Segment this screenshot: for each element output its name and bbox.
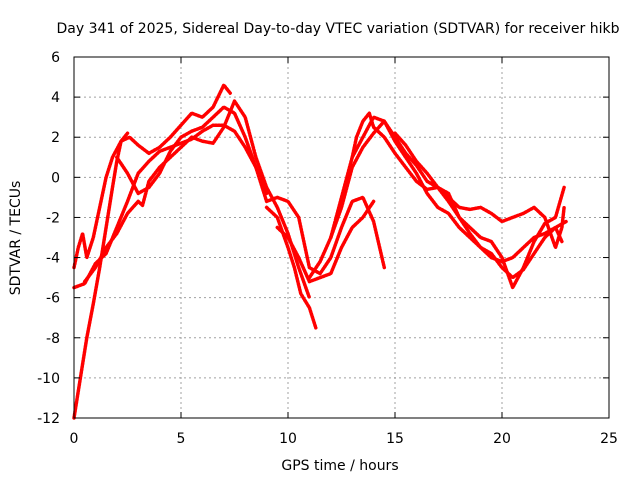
series-line-pass-1 [72, 131, 130, 420]
series-pass-10 [350, 111, 566, 290]
series-pass-9 [329, 115, 568, 264]
x-tick-label: 25 [600, 431, 618, 447]
series-core-pass-7 [276, 200, 375, 283]
y-tick-label: 2 [51, 130, 60, 146]
x-tick-label: 15 [386, 431, 404, 447]
axis-ticks [73, 56, 610, 419]
series-core-pass-3 [73, 124, 268, 289]
x-tick-label: 5 [177, 431, 186, 447]
x-tick-label: 10 [279, 431, 297, 447]
series-line-pass-8 [307, 119, 564, 280]
series-core-pass-2 [73, 84, 231, 269]
y-tick-label: -4 [46, 251, 60, 267]
y-tick-label: 4 [51, 90, 60, 106]
series-line-pass-7 [275, 199, 376, 284]
series-pass-11 [393, 131, 566, 250]
y-axis-label: SDTVAR / TECUs [8, 181, 24, 296]
y-tick-label: 6 [51, 50, 60, 66]
series-core-pass-4 [83, 100, 311, 299]
chart-title: Day 341 of 2025, Sidereal Day-to-day VTE… [57, 21, 620, 37]
series-core-pass-6 [265, 206, 317, 329]
plot-frame [73, 56, 610, 419]
y-tick-label: -6 [46, 291, 60, 307]
series-core-pass-1 [73, 132, 129, 419]
y-tick-label: -10 [37, 371, 60, 387]
y-tick-label: -2 [46, 210, 60, 226]
series-pass-7 [275, 199, 376, 284]
series-pass-2 [72, 83, 232, 270]
series-pass-8 [307, 119, 564, 280]
y-tick-labels: -12 -10 -8 -6 -4 -2 0 2 4 6 [37, 50, 60, 427]
y-tick-label: -12 [37, 411, 60, 427]
x-tick-labels: 0 5 10 15 20 25 [70, 431, 618, 447]
series-pass-6 [264, 205, 318, 330]
series-core-pass-10 [351, 112, 565, 289]
x-tick-label: 0 [70, 431, 79, 447]
y-tick-label: 0 [51, 170, 60, 186]
series-core-pass-5 [116, 106, 386, 275]
series-pass-1 [72, 131, 130, 420]
series-core-pass-11 [394, 132, 565, 249]
x-axis-label: GPS time / hours [281, 458, 398, 474]
x-tick-label: 20 [493, 431, 511, 447]
grid-lines [74, 57, 609, 418]
series-core-pass-9 [329, 116, 568, 263]
y-tick-label: -8 [46, 331, 60, 347]
series-pass-4 [82, 99, 312, 300]
series-pass-5 [115, 105, 387, 276]
data-series-layer [72, 83, 568, 420]
series-core-pass-8 [308, 120, 563, 279]
series-pass-3 [72, 123, 269, 290]
